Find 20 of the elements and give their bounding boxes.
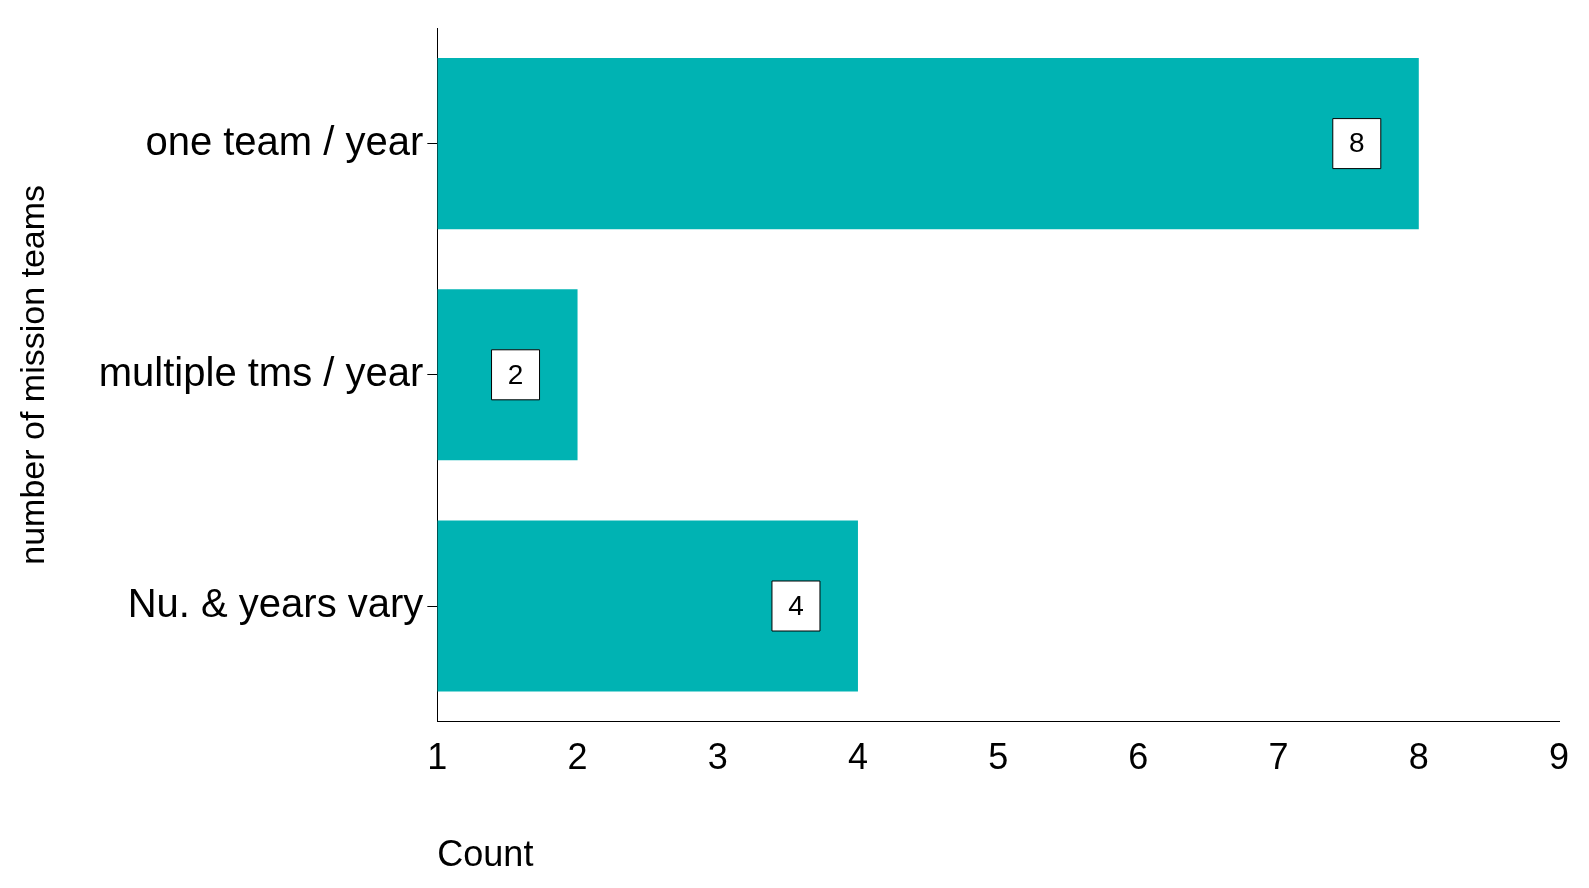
- bar: [437, 58, 1419, 230]
- y-axis-title: number of mission teams: [12, 184, 51, 565]
- x-tick-label: 8: [1408, 736, 1429, 778]
- data-label: 8: [1349, 127, 1365, 159]
- x-axis-title: Count: [437, 833, 534, 875]
- x-tick-label: 9: [1548, 736, 1570, 778]
- bar: [437, 520, 858, 692]
- x-tick-label: 3: [707, 736, 728, 778]
- y-tick-label: multiple tms / year: [98, 349, 424, 394]
- x-tick-label: 1: [427, 736, 448, 778]
- x-tick-label: 2: [567, 736, 588, 778]
- y-tick-label: one team / year: [145, 118, 424, 163]
- data-label: 2: [507, 358, 524, 390]
- y-tick-label: Nu. & years vary: [127, 581, 424, 626]
- data-label: 4: [788, 589, 804, 621]
- x-tick-label: 4: [847, 736, 868, 778]
- x-tick-label: 7: [1268, 736, 1289, 778]
- x-tick-label: 6: [1128, 736, 1149, 778]
- bar: [437, 289, 578, 461]
- x-tick-label: 5: [988, 736, 1009, 778]
